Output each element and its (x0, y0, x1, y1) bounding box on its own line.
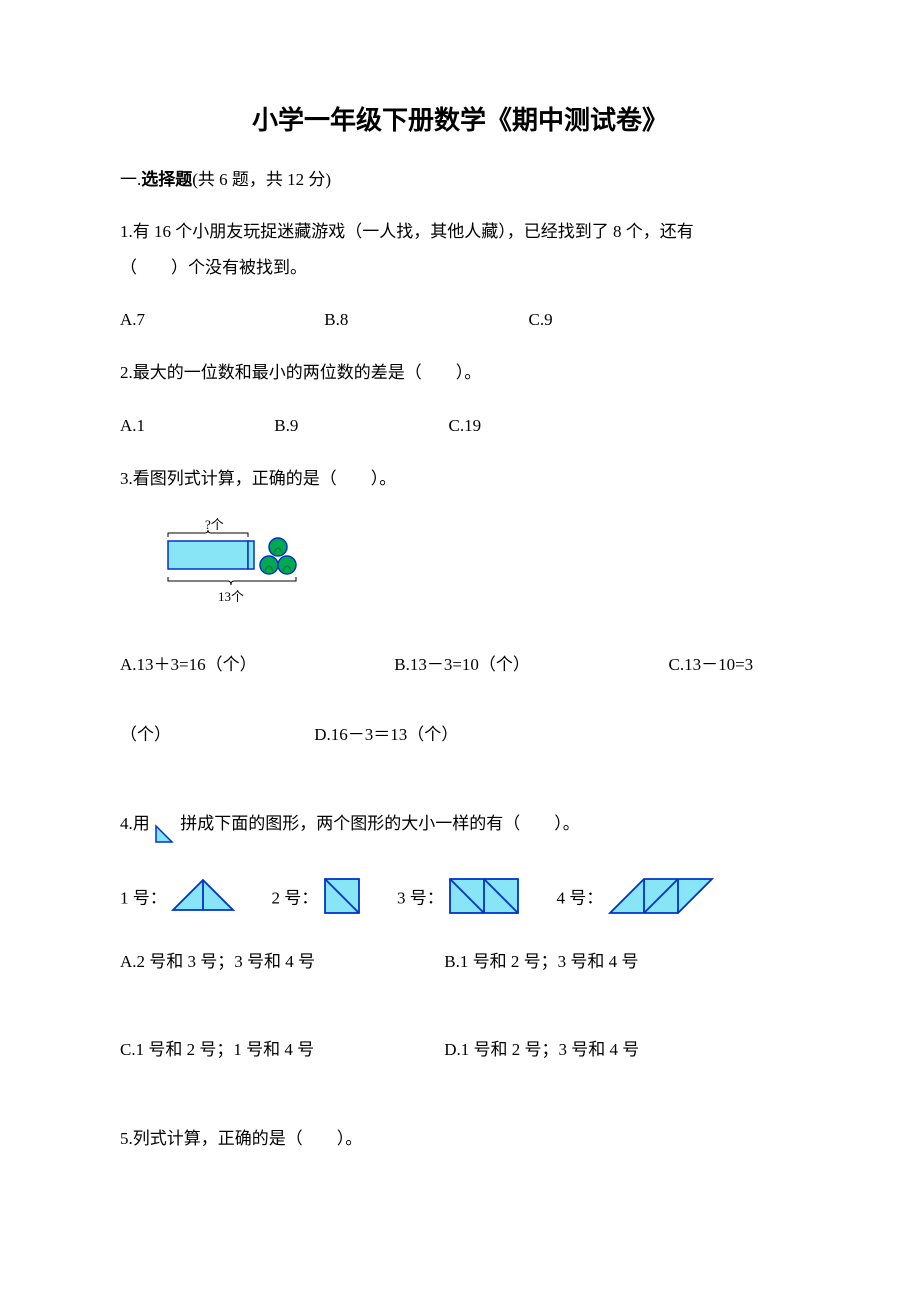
q3-rect (168, 541, 248, 569)
q4-opt-c: C.1 号和 2 号；1 号和 4 号 (120, 1033, 440, 1067)
q2-opt-c: C.19 (449, 409, 482, 443)
q4-shape-1 (171, 878, 237, 914)
q4-shape-2 (323, 877, 363, 915)
q2-opt-b: B.9 (274, 409, 444, 443)
section-prefix: 一. (120, 170, 141, 189)
q4-opt-a: A.2 号和 3 号；3 号和 4 号 (120, 945, 440, 979)
question-4: 4.用 拼成下面的图形，两个图形的大小一样的有（ ）。 (120, 806, 800, 842)
q4-lbl1: 1 号： (120, 889, 167, 908)
question-1: 1.有 16 个小朋友玩捉迷藏游戏（一人找，其他人藏），已经找到了 8 个，还有… (120, 214, 800, 285)
q4-lbl4: 4 号： (557, 889, 604, 908)
question-2: 2.最大的一位数和最小的两位数的差是（ ）。 (120, 355, 800, 391)
q3-rect-side (248, 541, 254, 569)
q3-opt-a: A.13＋3=16（个） (120, 648, 390, 682)
page-title: 小学一年级下册数学《期中测试卷》 (120, 100, 800, 137)
q3-circles (260, 538, 296, 574)
q1-line1: 1.有 16 个小朋友玩捉迷藏游戏（一人找，其他人藏），已经找到了 8 个，还有 (120, 214, 800, 250)
q3-opt-c-tail: （个） (120, 718, 310, 752)
section-header: 一.选择题(共 6 题，共 12 分) (120, 165, 800, 190)
q3-brace-bottom (168, 577, 296, 585)
q4-lbl3: 3 号： (397, 889, 444, 908)
q3-bottom-label: 13个 (218, 589, 244, 604)
q4-small-triangle-icon (154, 824, 176, 846)
q4-post: 拼成下面的图形，两个图形的大小一样的有（ ）。 (180, 814, 580, 833)
q3-opt-d: D.16－3＝13（个） (314, 718, 458, 752)
q1-opt-c: C.9 (529, 303, 553, 337)
q3-top-label: ?个 (205, 517, 224, 532)
q1-options: A.7 B.8 C.9 (120, 303, 800, 337)
q1-opt-b: B.8 (324, 303, 524, 337)
q4-options-row1: A.2 号和 3 号；3 号和 4 号 B.1 号和 2 号；3 号和 4 号 (120, 945, 800, 979)
q4-lbl2: 2 号： (272, 889, 319, 908)
q3-options-row2: （个） D.16－3＝13（个） (120, 718, 800, 752)
section-suffix: (共 6 题，共 12 分) (192, 170, 331, 189)
q1-opt-a: A.7 (120, 303, 320, 337)
q2-opt-a: A.1 (120, 409, 270, 443)
q3-brace-top (168, 530, 248, 537)
section-name: 选择题 (141, 170, 192, 189)
q3-options-row1: A.13＋3=16（个） B.13－3=10（个） C.13－10=3 (120, 648, 800, 682)
q3-svg: ?个 13个 (160, 515, 340, 615)
q4-shapes-row: 1 号： 2 号： 3 号： 4 号： (120, 877, 800, 915)
q3-opt-c: C.13－10=3 (669, 648, 754, 682)
question-5: 5.列式计算，正确的是（ ）。 (120, 1121, 800, 1157)
q4-opt-d: D.1 号和 2 号；3 号和 4 号 (444, 1033, 639, 1067)
q4-options-row2: C.1 号和 2 号；1 号和 4 号 D.1 号和 2 号；3 号和 4 号 (120, 1033, 800, 1067)
q3-figure: ?个 13个 (160, 515, 800, 620)
q4-opt-b: B.1 号和 2 号；3 号和 4 号 (444, 945, 638, 979)
q2-options: A.1 B.9 C.19 (120, 409, 800, 443)
q4-pre: 4.用 (120, 814, 150, 833)
q3-opt-b: B.13－3=10（个） (394, 648, 664, 682)
q4-shape-3 (448, 877, 522, 915)
question-3: 3.看图列式计算，正确的是（ ）。 (120, 461, 800, 497)
q1-line2: （ ）个没有被找到。 (120, 250, 800, 286)
q4-shape-4 (608, 877, 718, 915)
